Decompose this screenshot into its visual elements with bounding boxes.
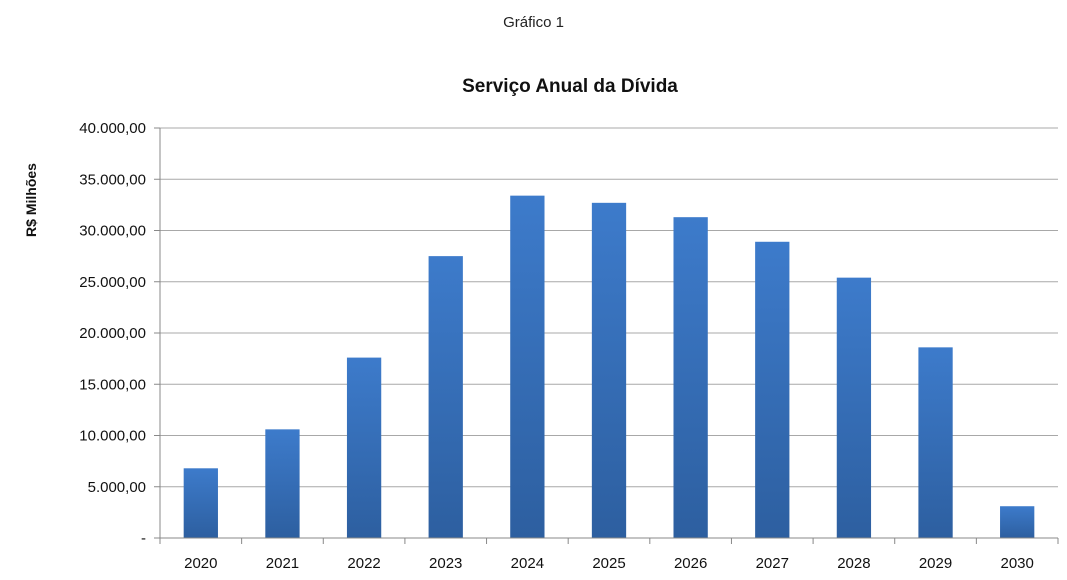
- bar-2022: [346, 357, 382, 538]
- y-tick-label: 5.000,00: [88, 479, 146, 496]
- bars: [183, 195, 1035, 539]
- y-tick-label: 10.000,00: [79, 428, 146, 445]
- axes: [154, 127, 1059, 544]
- y-tick-label: 25.000,00: [79, 274, 146, 291]
- x-tick-label: 2029: [919, 555, 952, 572]
- y-tick-label: 15.000,00: [79, 376, 146, 393]
- x-tick-label: 2020: [184, 555, 217, 572]
- bar-2020: [183, 468, 218, 538]
- bar-2023: [428, 256, 463, 538]
- bar-2029: [918, 347, 953, 538]
- figure-caption: Gráfico 1: [503, 14, 564, 31]
- x-tick-label: 2030: [1000, 555, 1033, 572]
- x-tick-label: 2028: [837, 555, 870, 572]
- y-tick-label: -: [141, 530, 146, 547]
- bar-2028: [836, 277, 872, 538]
- y-tick-label: 20.000,00: [79, 325, 146, 342]
- y-axis-title: R$ Milhões: [23, 163, 39, 237]
- chart-title: Serviço Anual da Dívida: [462, 76, 678, 97]
- bar-2027: [755, 241, 790, 538]
- y-tick-label: 35.000,00: [79, 171, 146, 188]
- bar-2025: [591, 202, 627, 538]
- x-tick-label: 2023: [429, 555, 462, 572]
- tick-labels: - 5.000,00 10.000,00 15.000,00 20.000,00 25.0…: [79, 120, 1034, 572]
- x-tick-label: 2022: [347, 555, 380, 572]
- x-tick-label: 2021: [266, 555, 299, 572]
- x-tick-label: 2026: [674, 555, 707, 572]
- bar-2024: [510, 195, 545, 538]
- bar-2021: [265, 429, 300, 538]
- y-tick-label: 30.000,00: [79, 223, 146, 240]
- gridlines: [160, 127, 1058, 488]
- x-tick-label: 2027: [756, 555, 789, 572]
- y-tick-label: 40.000,00: [79, 120, 146, 137]
- x-tick-label: 2024: [511, 555, 544, 572]
- bar-2026: [673, 217, 708, 539]
- bar-2030: [1000, 506, 1035, 538]
- x-tick-label: 2025: [592, 555, 625, 572]
